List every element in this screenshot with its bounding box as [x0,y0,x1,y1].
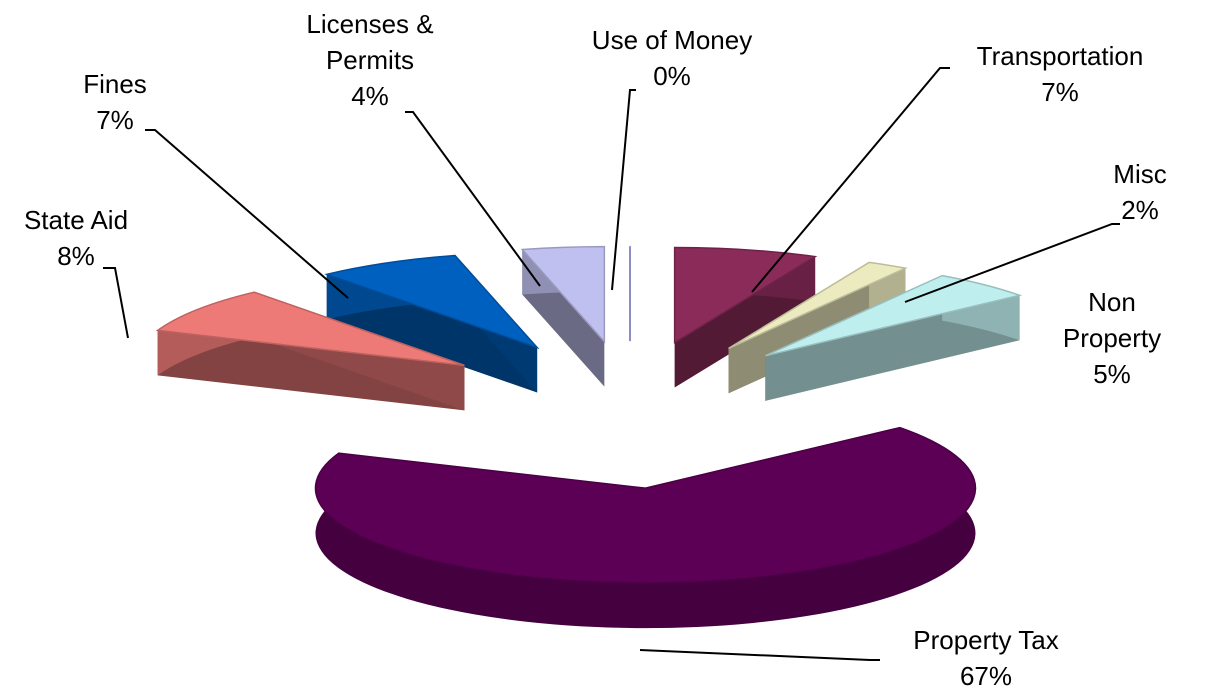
leader-line [611,89,636,291]
value-label: 4% [351,81,389,111]
slice [764,274,1023,401]
data-label: Property Tax 67% [913,622,1058,690]
data-label: Transportation 7% [977,38,1144,110]
value-label: 5% [1093,359,1131,389]
leader-line [103,267,129,339]
value-label: 7% [96,105,134,135]
value-label: 67% [959,661,1013,690]
category-label: Misc [1113,159,1167,189]
slice-top [314,426,977,584]
category-label: Licenses & Permits [306,9,434,75]
slices [155,245,1023,629]
slice-wall [157,330,465,411]
slice [155,291,465,411]
leader-line [904,223,1120,303]
category-label: Use of Money [591,25,753,55]
data-label: State Aid 8% [24,202,128,274]
data-label: Licenses & Permits 4% [270,6,470,114]
slice-top [728,261,908,350]
category-label: Fines [83,69,147,99]
slice [673,246,818,388]
category-label: Non Property [1062,287,1162,353]
leader-line [405,111,541,287]
data-label: Fines 7% [83,66,147,138]
value-label: 7% [1041,77,1079,107]
slice [314,426,977,629]
value-label: 8% [57,241,95,271]
data-label: Non Property 5% [1055,284,1169,392]
slice-top [520,245,606,344]
leader-line [145,129,349,299]
slice [324,254,540,393]
category-label: State Aid [23,205,129,235]
value-label: 2% [1121,195,1159,225]
slice-top [155,291,465,367]
category-label: Transportation [976,41,1144,71]
slice-top [324,254,540,350]
data-label: Misc 2% [1113,156,1166,228]
slice-top [673,246,818,344]
slice-top [764,274,1023,357]
value-label: 0% [653,61,691,91]
data-label: Use of Money 0% [592,22,752,94]
slice [520,245,606,387]
category-label: Property Tax [913,625,1059,655]
leader-line [751,67,950,293]
slice-side [315,427,976,629]
leader-line [639,649,880,661]
